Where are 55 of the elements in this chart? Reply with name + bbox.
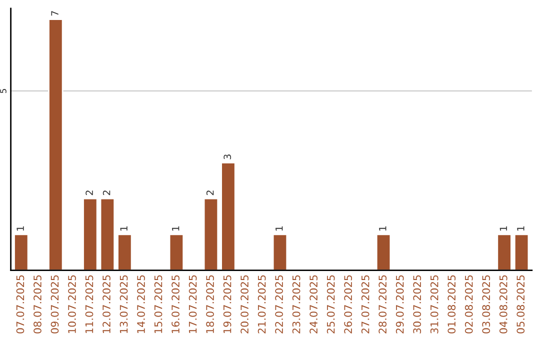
data-label: 2 — [86, 190, 93, 196]
data-label: 7 — [51, 11, 58, 16]
x-tick-label: 15.07.2025 — [154, 275, 162, 333]
bar — [168, 234, 184, 270]
data-label: 2 — [206, 190, 214, 196]
data-label: 1 — [16, 226, 24, 231]
bar — [220, 162, 236, 270]
x-tick-label: 20.07.2025 — [240, 275, 248, 334]
x-tick-label: 31.07.2025 — [430, 275, 438, 334]
x-tick-label: 11.07.2025 — [85, 275, 94, 333]
bar — [100, 198, 116, 270]
x-tick-label: 02.08.2025 — [464, 275, 473, 334]
x-tick-label: 03.08.2025 — [482, 275, 490, 334]
x-tick-label: 16.07.2025 — [172, 275, 180, 333]
data-label: 1 — [172, 226, 180, 231]
x-tick-label: 22.07.2025 — [275, 275, 283, 334]
data-label: 1 — [379, 226, 386, 231]
data-label: 2 — [102, 190, 110, 196]
bar — [496, 234, 512, 270]
x-tick-label: 13.07.2025 — [120, 275, 128, 333]
data-label: 3 — [224, 154, 232, 160]
data-label: 1 — [120, 226, 128, 231]
bar — [514, 234, 530, 270]
x-tick-label: 28.07.2025 — [378, 275, 387, 334]
y-tick-label: 5 — [0, 89, 6, 93]
x-tick-label: 27.07.2025 — [361, 275, 370, 334]
x-tick-label: 05.08.2025 — [516, 275, 525, 334]
x-tick-label: 30.07.2025 — [413, 275, 422, 334]
x-tick-label: 23.07.2025 — [292, 275, 300, 334]
x-tick-label: 04.08.2025 — [499, 275, 508, 334]
data-label: 1 — [500, 226, 507, 231]
x-tick-label: 07.07.2025 — [16, 275, 24, 334]
bar — [48, 18, 64, 270]
x-tick-label: 08.07.2025 — [34, 275, 42, 334]
x-tick-label: 01.08.2025 — [448, 275, 456, 334]
x-tick-label: 18.07.2025 — [206, 275, 214, 333]
x-tick-label: 29.07.2025 — [396, 275, 404, 334]
x-tick-label: 21.07.2025 — [258, 275, 266, 334]
x-tick-label: 09.07.2025 — [50, 275, 59, 334]
bar — [14, 234, 29, 270]
data-label: 1 — [517, 226, 524, 231]
x-tick-label: 25.07.2025 — [326, 275, 335, 334]
bar — [82, 198, 98, 270]
bar — [203, 198, 219, 270]
x-tick-label: 10.07.2025 — [68, 275, 76, 333]
x-tick-label: 19.07.2025 — [223, 275, 232, 333]
x-tick-label: 14.07.2025 — [137, 275, 145, 333]
bar — [117, 234, 132, 270]
x-tick-label: 24.07.2025 — [310, 275, 318, 334]
data-label: 1 — [276, 226, 283, 231]
bar — [376, 234, 392, 270]
x-tick-label: 12.07.2025 — [102, 275, 110, 333]
bar — [272, 234, 288, 270]
x-tick-label: 26.07.2025 — [344, 275, 352, 334]
x-tick-label: 17.07.2025 — [188, 275, 197, 333]
